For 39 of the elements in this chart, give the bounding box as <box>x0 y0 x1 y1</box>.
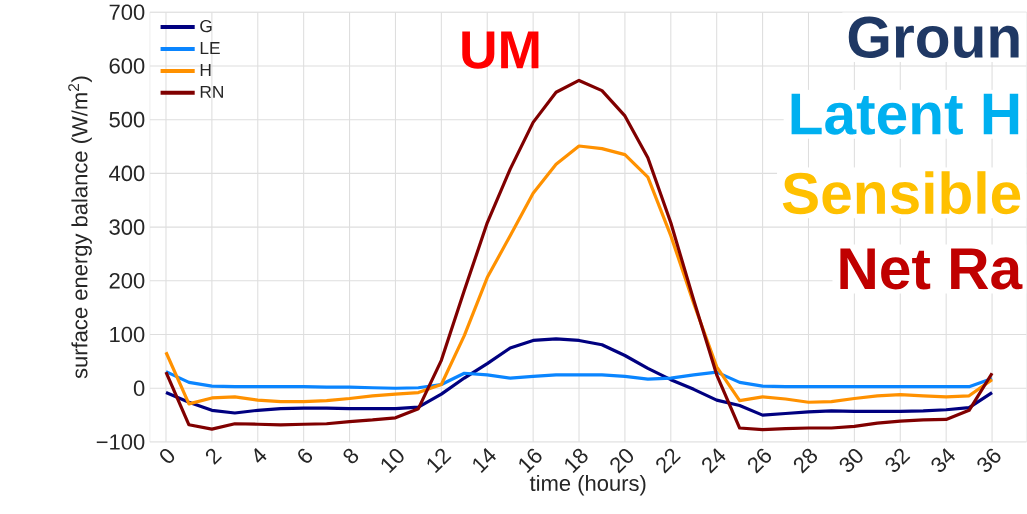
annotation: Latent H <box>791 93 1019 135</box>
x-tick-label: 24 <box>702 448 726 474</box>
x-tick-label: 30 <box>839 448 863 473</box>
x-tick-label: 6 <box>298 448 313 463</box>
y-tick-label: 500 <box>109 111 145 128</box>
annotation: Net Ra <box>840 248 1023 290</box>
x-tick-label: 10 <box>381 448 404 474</box>
x-tick-label: 4 <box>254 448 267 463</box>
x-tick-label: 8 <box>343 448 359 464</box>
y-tick-label: 0 <box>133 380 145 397</box>
x-tick-label: 32 <box>885 448 911 473</box>
x-tick-label: 20 <box>610 448 634 474</box>
y-tick-label: 300 <box>109 219 145 235</box>
x-tick-label: 28 <box>793 448 818 474</box>
x-axis-title: time (hours) <box>529 474 646 496</box>
y-tick-label: −100 <box>96 434 145 450</box>
x-tick-label: 16 <box>519 448 542 474</box>
annotation: Groun <box>848 16 1019 59</box>
x-tick-label: 18 <box>565 448 588 474</box>
x-tick-label: 36 <box>977 448 1001 473</box>
y-axis-title: surface energy balance (W/m$^{2}$) <box>68 76 92 379</box>
legend-label: RN <box>200 85 223 98</box>
x-tick-label: 12 <box>427 448 452 474</box>
y-tick-label: 700 <box>109 4 145 21</box>
legend-label: G <box>200 19 212 33</box>
x-tick-label: 26 <box>747 448 772 474</box>
x-tick-label: 22 <box>656 448 681 474</box>
x-tick-label: 34 <box>931 448 956 473</box>
annotation: UM <box>462 31 539 69</box>
y-tick-label: 600 <box>109 58 145 74</box>
annotation: Sensible <box>782 171 1021 215</box>
legend-label: H <box>200 63 211 76</box>
x-tick-label: 0 <box>160 448 175 463</box>
y-tick-label: 400 <box>109 165 145 182</box>
y-tick-label: 100 <box>110 326 145 343</box>
legend-label: LE <box>200 42 220 54</box>
y-tick-label: 200 <box>109 273 145 289</box>
x-tick-label: 14 <box>473 448 496 473</box>
x-tick-label: 2 <box>205 448 222 465</box>
